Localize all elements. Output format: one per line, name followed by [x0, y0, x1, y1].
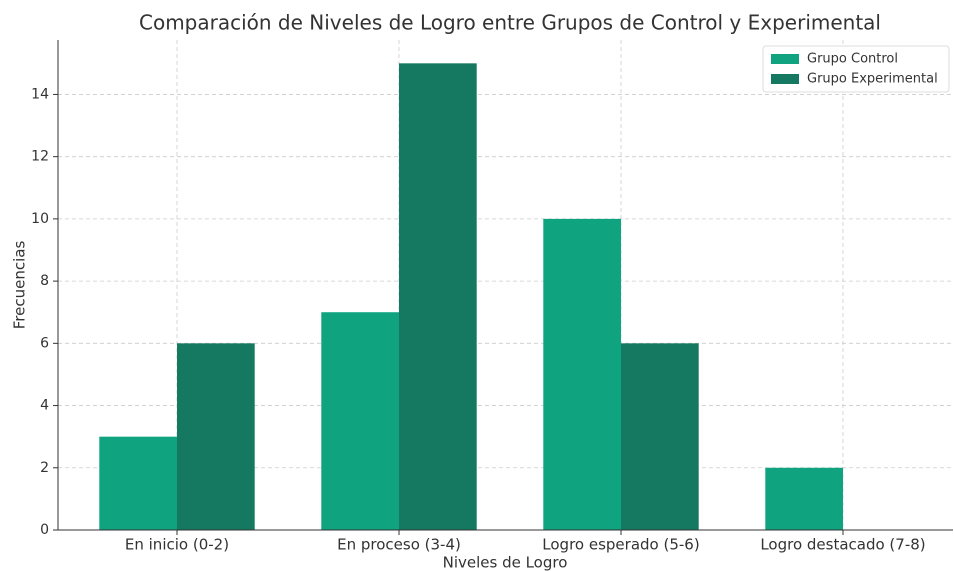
chart-title: Comparación de Niveles de Logro entre Gr… [139, 11, 881, 35]
bar [99, 436, 177, 530]
x-tick-label: En proceso (3-4) [337, 536, 461, 554]
y-tick-label: 12 [31, 149, 49, 165]
x-tick-label: Logro esperado (5-6) [542, 536, 699, 554]
bar [321, 312, 399, 530]
legend-label: Grupo Control [807, 52, 898, 67]
bar [620, 343, 699, 530]
legend-swatch [771, 74, 799, 84]
y-tick-label: 0 [40, 522, 49, 538]
bar [398, 63, 477, 530]
x-tick-label: Logro destacado (7-8) [760, 536, 925, 554]
legend-label: Grupo Experimental [807, 72, 938, 87]
legend-swatch [771, 54, 799, 64]
y-tick-label: 8 [40, 273, 49, 289]
legend-box [762, 45, 950, 93]
y-axis-label: Frecuencias [11, 241, 29, 330]
y-tick-label: 4 [40, 398, 49, 414]
y-tick-label: 2 [40, 460, 49, 476]
x-axis-label: Niveles de Logro [443, 554, 568, 571]
y-tick-label: 6 [40, 335, 49, 351]
y-tick-label: 14 [31, 86, 49, 102]
bar [765, 467, 843, 530]
bar [176, 343, 255, 530]
x-tick-label: En inicio (0-2) [125, 536, 229, 554]
bar [543, 218, 621, 530]
y-tick-label: 10 [31, 211, 49, 227]
